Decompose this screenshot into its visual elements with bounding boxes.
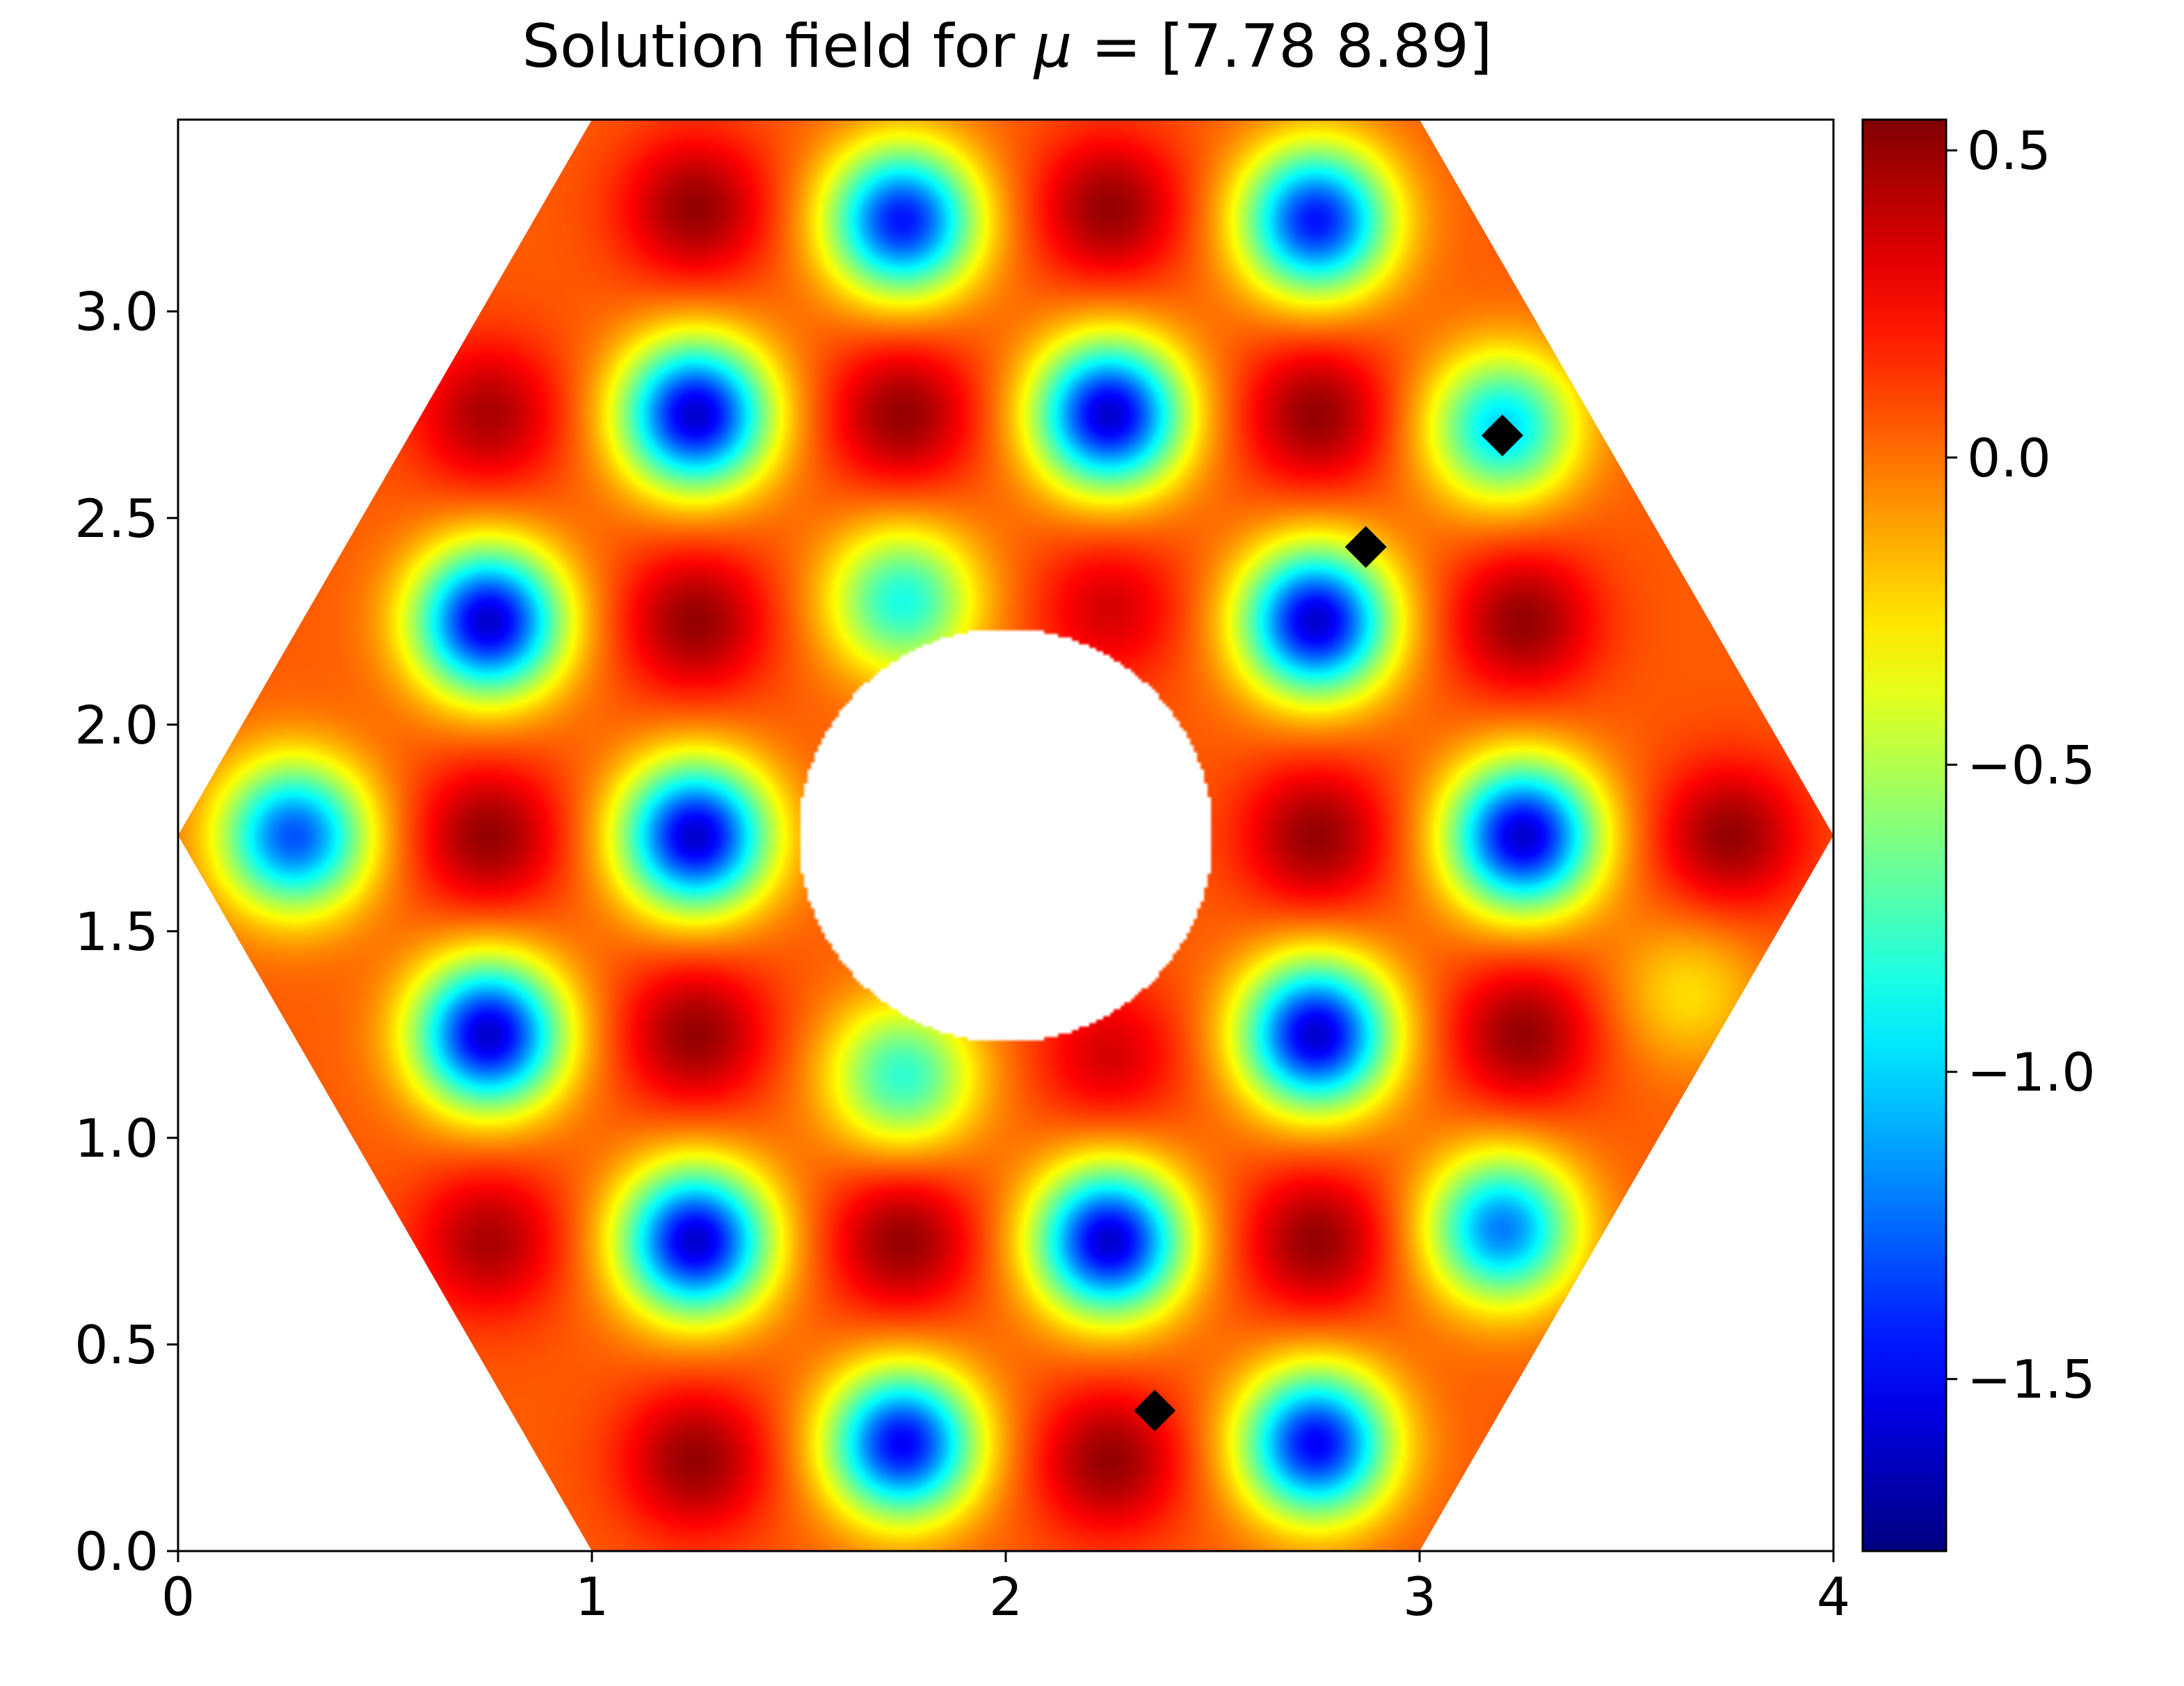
y-tick-label: 2.0 xyxy=(74,694,159,756)
y-tick-label: 1.0 xyxy=(74,1107,159,1169)
y-tick-label: 0.5 xyxy=(74,1314,159,1376)
x-tick-label: 4 xyxy=(1817,1566,1850,1628)
marker-diamond-1 xyxy=(1482,414,1523,456)
colorbar: 0.5 0.0 −0.5 −1.0 −1.5 xyxy=(1861,118,2096,1552)
y-axis: 0.0 0.5 1.0 1.5 2.0 2.5 3.0 xyxy=(74,281,178,1582)
y-tick-label: 3.0 xyxy=(74,281,159,343)
colorbar-tick-label: −1.0 xyxy=(1967,1041,2096,1103)
plot-area: 0 1 2 3 4 0.0 0.5 1.0 1.5 2.0 2.5 3.0 xyxy=(74,118,1850,1628)
colorbar-tick-label: −1.5 xyxy=(1967,1349,2096,1411)
x-axis: 0 1 2 3 4 xyxy=(161,1551,1850,1628)
y-tick-label: 1.5 xyxy=(74,901,159,963)
x-tick-label: 3 xyxy=(1403,1566,1436,1628)
colorbar-gradient xyxy=(1861,118,1948,1552)
chart-title: Solution field for μ = [7.78 8.89] xyxy=(522,12,1492,81)
colorbar-ticks: 0.5 0.0 −0.5 −1.0 −1.5 xyxy=(1946,120,2096,1411)
colorbar-tick-label: 0.5 xyxy=(1967,120,2051,182)
x-tick-label: 2 xyxy=(989,1566,1022,1628)
colorbar-tick-label: −0.5 xyxy=(1967,734,2096,796)
marker-diamond-2 xyxy=(1344,526,1387,568)
marker-group xyxy=(1134,414,1523,1432)
solution-field-heatmap xyxy=(178,120,1833,1551)
colorbar-tick-label: 0.0 xyxy=(1967,427,2051,489)
x-tick-label: 0 xyxy=(161,1566,195,1628)
x-tick-label: 1 xyxy=(575,1566,609,1628)
marker-diamond-3 xyxy=(1134,1390,1176,1432)
y-tick-label: 0.0 xyxy=(74,1520,159,1582)
y-tick-label: 2.5 xyxy=(74,488,159,549)
